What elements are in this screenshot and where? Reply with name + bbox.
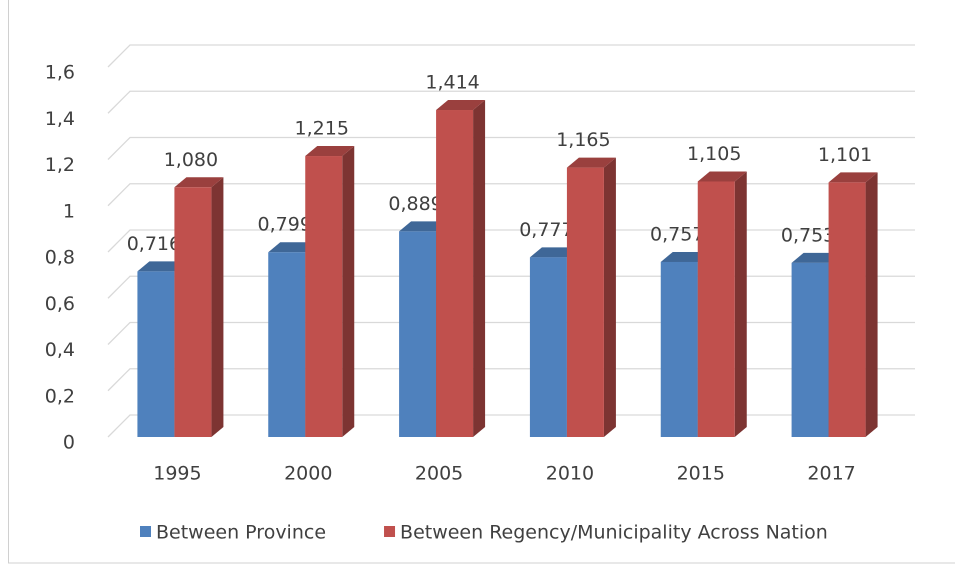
grid-line (107, 229, 915, 253)
bar-side (473, 100, 486, 437)
grid-line (107, 136, 915, 160)
value-label: 0,757 (650, 223, 704, 245)
x-tick-label: 2000 (284, 463, 332, 485)
bar (828, 182, 866, 437)
value-label: 0,716 (127, 233, 181, 255)
bar (268, 252, 306, 437)
y-tick-label: 0 (63, 432, 75, 454)
bar-top (791, 252, 841, 263)
legend-label: Between Regency/Municipality Across Nati… (400, 522, 828, 544)
x-tick-label: 2017 (807, 463, 855, 485)
chart-border (8, 0, 955, 564)
bar-top (828, 172, 878, 183)
grid-line (107, 183, 915, 207)
value-label: 1,080 (164, 149, 218, 171)
y-tick-label: 0,8 (45, 247, 75, 269)
bar-top (174, 177, 224, 188)
bar-top (399, 221, 449, 232)
bar-side (865, 172, 878, 438)
y-tick-label: 0,2 (45, 385, 75, 407)
y-tick-label: 1,2 (45, 154, 75, 176)
value-label: 0,799 (258, 214, 312, 236)
bar (174, 187, 212, 437)
value-label: 0,889 (388, 193, 442, 215)
bar-top (529, 247, 579, 258)
bar-top (137, 261, 187, 272)
y-tick-label: 0,4 (45, 339, 75, 361)
bar-top (305, 146, 355, 157)
bar (791, 262, 829, 437)
y-tick-label: 0,6 (45, 293, 75, 315)
x-tick-label: 2005 (415, 463, 463, 485)
bar (697, 181, 735, 437)
value-label: 1,101 (818, 144, 872, 166)
bar-top (660, 251, 710, 262)
bar-side (734, 171, 747, 437)
bar (566, 167, 604, 437)
grid-line (107, 321, 915, 345)
bar (305, 156, 343, 437)
legend-swatch (140, 526, 151, 537)
bar-top (436, 100, 486, 111)
value-label: 0,753 (781, 224, 835, 246)
bar-top (566, 157, 616, 168)
y-tick-label: 1,6 (45, 62, 75, 84)
legend-swatch (384, 526, 396, 537)
x-tick-label: 2010 (546, 463, 594, 485)
grid-line (107, 414, 915, 438)
bar (529, 257, 567, 437)
bar-top (697, 171, 747, 182)
value-label: 1,105 (687, 143, 741, 165)
value-label: 0,777 (519, 219, 573, 241)
grid-line (107, 90, 915, 114)
y-tick-label: 1,4 (45, 108, 75, 130)
legend-label: Between Province (156, 522, 326, 544)
bar-side (603, 157, 616, 437)
value-label: 1,215 (295, 118, 349, 140)
value-label: 1,165 (556, 129, 610, 151)
bar (436, 110, 474, 437)
y-tick-label: 1 (63, 200, 75, 222)
x-tick-label: 1995 (153, 463, 201, 485)
bar (660, 261, 698, 437)
bar (137, 271, 175, 437)
grid-line (107, 368, 915, 392)
bar-side (211, 177, 224, 437)
x-tick-label: 2015 (677, 463, 725, 485)
bar-top (268, 242, 318, 253)
grid-line (107, 275, 915, 299)
grid-line (107, 44, 915, 68)
value-label: 1,414 (425, 72, 479, 94)
bar-side (342, 146, 355, 437)
bar (399, 231, 437, 437)
